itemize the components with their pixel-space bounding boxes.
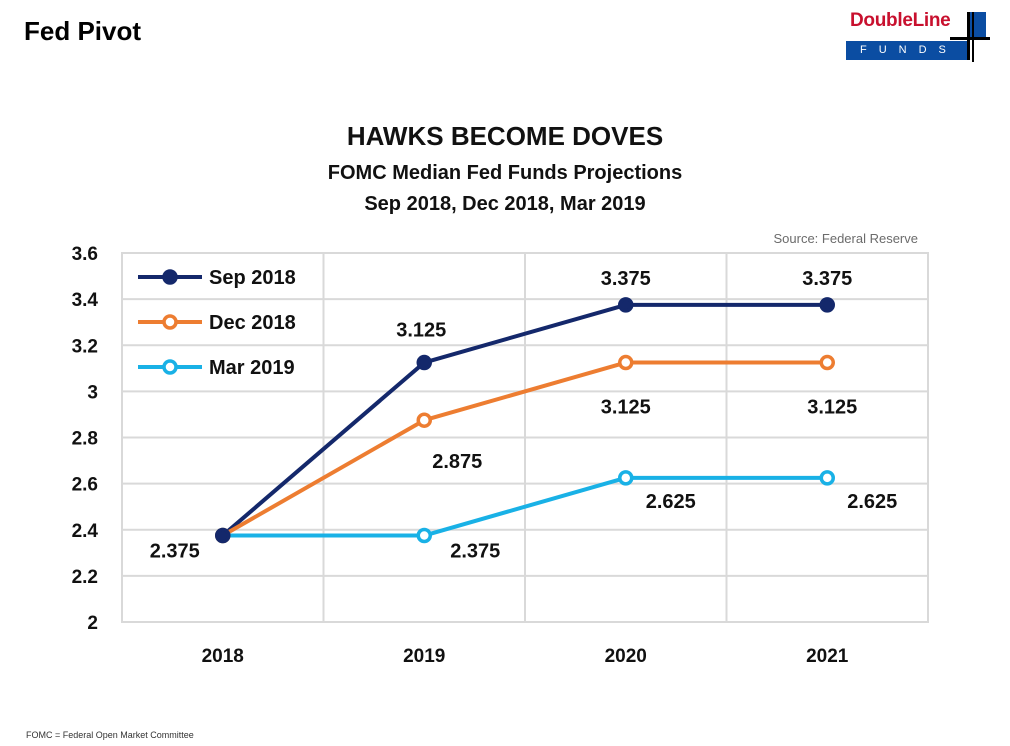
series-marker-0 xyxy=(618,297,634,313)
series-marker-2 xyxy=(819,470,835,486)
chart-subtitle: FOMC Median Fed Funds Projections xyxy=(327,162,683,184)
logo-blue-block xyxy=(970,12,986,38)
page-title: Fed Pivot xyxy=(24,16,142,46)
data-label: 2.625 xyxy=(847,491,897,513)
legend-swatch-marker xyxy=(162,314,178,330)
series-line-2 xyxy=(222,475,828,538)
legend-label: Mar 2019 xyxy=(209,357,295,379)
chart-source: Source: Federal Reserve xyxy=(773,231,918,246)
y-tick-label: 2.4 xyxy=(72,521,99,542)
data-label: 3.375 xyxy=(802,268,852,290)
x-tick-label: 2018 xyxy=(202,646,244,667)
x-tick-label: 2021 xyxy=(806,646,849,667)
footnote: FOMC = Federal Open Market Committee xyxy=(26,730,194,740)
logo-wordmark: DoubleLine xyxy=(850,10,951,31)
chart-title: HAWKS BECOME DOVES xyxy=(346,121,664,151)
series-marker-0 xyxy=(416,354,432,371)
logo-rule xyxy=(967,12,970,60)
data-label: 2.375 xyxy=(450,541,500,563)
y-tick-label: 2 xyxy=(87,613,98,634)
data-label: 3.125 xyxy=(807,397,857,419)
data-label: 2.375 xyxy=(150,541,200,563)
data-label: 3.125 xyxy=(396,320,446,342)
y-tick-label: 3.4 xyxy=(72,290,99,311)
y-tick-label: 2.6 xyxy=(72,475,98,496)
y-tick-label: 2.8 xyxy=(72,429,98,450)
legend-swatch-marker xyxy=(162,359,178,375)
legend-label: Sep 2018 xyxy=(209,267,296,289)
series-marker-0 xyxy=(215,527,231,544)
x-tick-label: 2019 xyxy=(403,646,445,667)
x-tick-label: 2020 xyxy=(605,646,647,667)
logo-rule xyxy=(950,37,990,40)
series-marker-0 xyxy=(819,297,835,313)
doubleline-logo: DoubleLine FUNDS xyxy=(846,10,991,62)
legend-label: Dec 2018 xyxy=(209,312,296,334)
y-tick-label: 3.6 xyxy=(72,244,98,265)
data-label: 2.625 xyxy=(646,491,696,513)
series-marker-2 xyxy=(416,527,432,544)
legend-swatch-marker xyxy=(162,269,178,285)
series-marker-2 xyxy=(618,470,634,486)
data-label: 3.125 xyxy=(601,397,651,419)
data-label: 3.375 xyxy=(601,268,651,290)
series-marker-1 xyxy=(819,354,835,371)
y-tick-label: 3.2 xyxy=(72,336,98,357)
logo-funds-bar: FUNDS xyxy=(846,41,970,60)
series-marker-1 xyxy=(618,354,634,371)
y-tick-label: 2.2 xyxy=(72,567,98,588)
chart-subtitle-dates: Sep 2018, Dec 2018, Mar 2019 xyxy=(364,193,646,215)
series-line-0 xyxy=(221,302,828,538)
y-tick-label: 3 xyxy=(87,382,98,403)
series-marker-1 xyxy=(416,412,432,428)
data-label: 2.875 xyxy=(432,451,482,473)
series-line-1 xyxy=(221,360,828,538)
